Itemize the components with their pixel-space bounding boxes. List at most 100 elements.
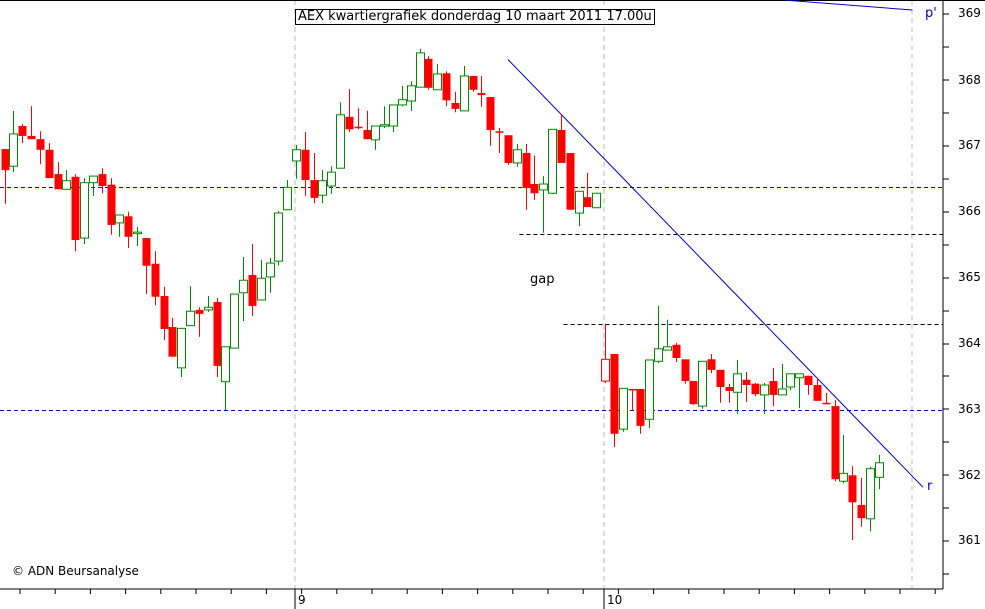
candle — [795, 373, 804, 409]
candle — [266, 257, 275, 293]
candle — [36, 131, 45, 165]
candle — [151, 251, 160, 306]
y-tick-label: 366 — [958, 204, 981, 218]
candle — [371, 125, 380, 150]
candle — [71, 174, 80, 252]
candle — [583, 172, 592, 208]
candle — [248, 243, 257, 316]
candle — [221, 346, 230, 411]
candle — [857, 477, 866, 527]
candle — [177, 327, 186, 378]
y-tick-label: 369 — [958, 6, 981, 20]
candle — [274, 211, 283, 266]
candle — [804, 375, 813, 395]
candle — [257, 259, 266, 301]
candle — [62, 170, 71, 190]
candle — [866, 466, 875, 532]
candle — [433, 64, 442, 91]
candle — [195, 307, 204, 337]
candle — [301, 131, 310, 196]
y-tick-label: 365 — [958, 270, 981, 284]
candle — [495, 128, 504, 154]
candle — [513, 143, 522, 167]
candle — [230, 293, 239, 349]
candle — [522, 143, 531, 210]
candle — [18, 124, 27, 144]
candle — [610, 354, 619, 447]
candle — [760, 383, 769, 415]
candle — [318, 170, 327, 204]
candle — [389, 104, 398, 132]
candle — [89, 175, 98, 196]
candle — [460, 66, 469, 112]
candle — [142, 238, 151, 295]
candle — [477, 75, 486, 107]
trend-line — [507, 59, 924, 488]
candle — [115, 214, 124, 237]
candle — [45, 143, 54, 179]
candle — [239, 257, 248, 322]
candle — [681, 359, 690, 384]
candle — [575, 190, 584, 227]
candle — [1, 149, 10, 204]
y-tick-label: 368 — [958, 73, 981, 87]
candle — [133, 226, 142, 246]
candle — [407, 81, 416, 111]
candle — [354, 108, 363, 130]
candle — [486, 97, 495, 146]
candle — [875, 454, 884, 490]
candle — [831, 400, 840, 482]
candle — [539, 176, 548, 233]
candle — [698, 360, 707, 409]
candle — [822, 392, 831, 405]
candle — [98, 168, 107, 194]
candle — [592, 192, 601, 209]
candle — [283, 180, 292, 211]
candle — [813, 377, 822, 401]
candle — [469, 75, 478, 92]
candle — [504, 135, 513, 165]
candle — [9, 110, 18, 173]
candle — [548, 128, 557, 194]
candle — [742, 371, 751, 403]
r-annotation: r — [927, 479, 933, 494]
candle — [619, 387, 628, 432]
candle — [654, 305, 663, 364]
candle — [345, 89, 354, 132]
p-prime-annotation: p' — [925, 6, 937, 21]
candle — [769, 367, 778, 407]
y-tick-label: 363 — [958, 402, 981, 416]
y-tick-label: 362 — [958, 468, 981, 482]
candle — [716, 369, 725, 403]
candle — [672, 342, 681, 362]
candle — [751, 383, 760, 397]
candle — [168, 317, 177, 357]
candle — [601, 323, 610, 384]
x-tick-label-day9: 9 — [298, 593, 306, 607]
gap-annotation: gap — [530, 272, 555, 287]
candle — [733, 359, 742, 415]
candle — [54, 162, 63, 190]
candle — [292, 145, 301, 179]
chart-title: AEX kwartiergrafiek donderdag 10 maart 2… — [295, 9, 655, 25]
candle — [213, 298, 222, 378]
candle — [689, 381, 698, 405]
candle — [336, 102, 345, 169]
candle — [80, 178, 89, 244]
candle — [566, 153, 575, 210]
candle — [107, 178, 116, 235]
candle — [707, 354, 716, 374]
y-tick-label: 364 — [958, 336, 981, 350]
candle — [424, 56, 433, 90]
candle — [380, 106, 389, 129]
x-tick-label-day10: 10 — [607, 593, 623, 607]
candle — [327, 166, 336, 194]
candle — [778, 363, 787, 396]
y-tick-label: 367 — [958, 138, 981, 152]
y-tick-label: 361 — [958, 533, 981, 547]
candle — [451, 91, 460, 113]
candle — [725, 383, 734, 403]
candle — [124, 211, 133, 248]
candle — [310, 153, 319, 204]
